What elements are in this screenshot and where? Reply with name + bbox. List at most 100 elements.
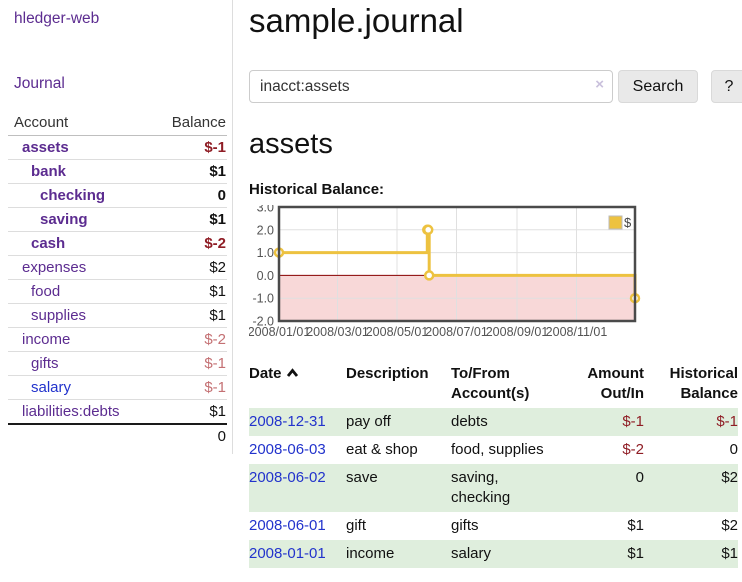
register-header-amount: Amount Out/In [587,365,644,402]
svg-text:2008/05/01: 2008/05/01 [366,325,429,339]
transaction-balance: $-1 [716,413,738,430]
account-row-food: food $1 [8,279,227,304]
account-link[interactable]: gifts [31,355,59,372]
register-header-description: Description [346,365,429,382]
svg-text:$: $ [624,215,632,230]
account-balance: $1 [154,207,227,232]
transaction-date-link[interactable]: 2008-06-01 [249,517,326,534]
chart-canvas: 3.0 2.0 1.0 0.0 -1.0 -2.02008/01/012008/03/01… [249,205,641,339]
account-link[interactable]: income [22,331,71,348]
register-row: 2008-06-03 eat & shop food, supplies $-2… [249,436,738,464]
transaction-balance: $2 [721,469,738,486]
transaction-description: income [346,545,395,562]
register-header-date[interactable]: Date [249,364,346,408]
sidebar-content: hledger-web Journal Account Balance asse… [0,0,233,454]
svg-text:2008/11/01: 2008/11/01 [546,325,608,339]
transaction-date-link[interactable]: 2008-01-01 [249,545,326,562]
register-header-balance: Historical Balance [669,365,738,402]
accounts-table: Account Balance assets $-1 bank $1 check… [8,114,227,448]
accounts-table-header-row: Account Balance [8,114,227,136]
transaction-description: gift [346,517,367,534]
search-box: × [249,70,613,103]
historical-balance-chart: 3.0 2.0 1.0 0.0 -1.0 -2.0 2008/01/01 2008/03/01… [249,205,742,342]
account-link[interactable]: cash [31,235,66,252]
account-row-saving: saving $1 [8,207,227,232]
svg-text:2008/09/01: 2008/09/01 [486,325,549,339]
transaction-balance: $1 [721,545,738,562]
account-balance: 0 [154,183,227,208]
page-title: sample.journal [249,2,464,39]
account-link[interactable]: expenses [22,259,87,276]
account-link[interactable]: checking [40,187,106,204]
sort-asc-icon [286,368,298,377]
svg-text:3.0: 3.0 [257,205,274,215]
register-header-account: To/From Account(s) [451,365,530,402]
search-form: × Search ? [249,70,742,103]
account-row-gifts: gifts $-1 [8,351,227,376]
search-button[interactable]: Search [618,70,698,103]
account-link[interactable]: salary [31,379,72,396]
account-link[interactable]: food [31,283,61,300]
chart-title: Historical Balance: [249,181,385,198]
sidebar-item-journal[interactable]: Journal [14,75,65,92]
account-link[interactable]: assets [22,139,69,156]
svg-text:2008/01/01: 2008/01/01 [249,325,310,339]
account-link[interactable]: bank [31,163,67,180]
svg-text:2008/03/01: 2008/03/01 [306,325,369,339]
account-row-cash: cash $-2 [8,231,227,256]
account-balance: $-1 [204,139,226,156]
account-balance: $1 [154,399,227,424]
register-row: 2008-06-02 save saving, checking 0 $2 [249,464,738,512]
account-balance: $2 [154,255,227,280]
help-button[interactable]: ? [711,70,742,103]
account-link[interactable]: liabilities:debts [22,403,120,420]
register-row: 2008-12-31 pay off debts $-1 $-1 [249,408,738,436]
account-balance: $-1 [154,375,227,400]
account-row-supplies: supplies $1 [8,303,227,328]
transaction-date-link[interactable]: 2008-06-03 [249,441,326,458]
svg-text:0.0: 0.0 [257,269,274,283]
register-row: 2008-06-01 gift gifts $1 $2 [249,512,738,540]
account-row-salary: salary $-1 [8,375,227,400]
account-row-liabilities-debts: liabilities:debts $1 [8,399,227,424]
transaction-accounts: salary [451,545,492,562]
transaction-amount: 0 [635,469,644,486]
account-balance: $-2 [154,327,227,352]
transaction-date-link[interactable]: 2008-12-31 [249,413,326,430]
app-title-link[interactable]: hledger-web [14,10,100,27]
account-balance: $1 [154,159,227,184]
account-heading: assets [249,128,333,160]
search-input[interactable] [249,70,613,103]
register-header-row: Date Description To/From Account(s) Amou… [249,364,738,408]
account-balance: $1 [154,279,227,304]
account-row-income: income $-2 [8,327,227,352]
transaction-description: pay off [346,413,391,430]
svg-text:1.0: 1.0 [257,246,274,260]
transaction-amount: $-2 [622,441,644,458]
register-row: 2008-01-01 income salary $1 $1 [249,540,738,568]
account-link[interactable]: supplies [31,307,87,324]
transaction-description: eat & shop [346,441,418,458]
account-balance: $1 [154,303,227,328]
svg-text:-1.0: -1.0 [252,292,274,306]
page: hledger-web Journal Account Balance asse… [0,0,742,568]
svg-text:-2.0: -2.0 [252,315,274,329]
clear-search-icon[interactable]: × [595,76,604,93]
transaction-date-link[interactable]: 2008-06-02 [249,469,326,486]
account-balance: $-1 [154,351,227,376]
transaction-balance: 0 [729,441,738,458]
accounts-total-value: 0 [154,423,227,448]
transaction-accounts: debts [451,413,488,430]
svg-text:2.0: 2.0 [257,223,274,237]
accounts-header-balance: Balance [154,114,227,136]
account-balance: $-2 [154,231,227,256]
svg-text:2008/07/01: 2008/07/01 [425,325,488,339]
transaction-amount: $1 [627,545,644,562]
sidebar: hledger-web Journal Account Balance asse… [0,0,233,568]
transaction-accounts: gifts [451,517,479,534]
transaction-description: save [346,469,378,486]
account-row-expenses: expenses $2 [8,255,227,280]
transaction-accounts: food, supplies [451,441,544,458]
account-link[interactable]: saving [40,211,88,228]
transaction-balance: $2 [721,517,738,534]
